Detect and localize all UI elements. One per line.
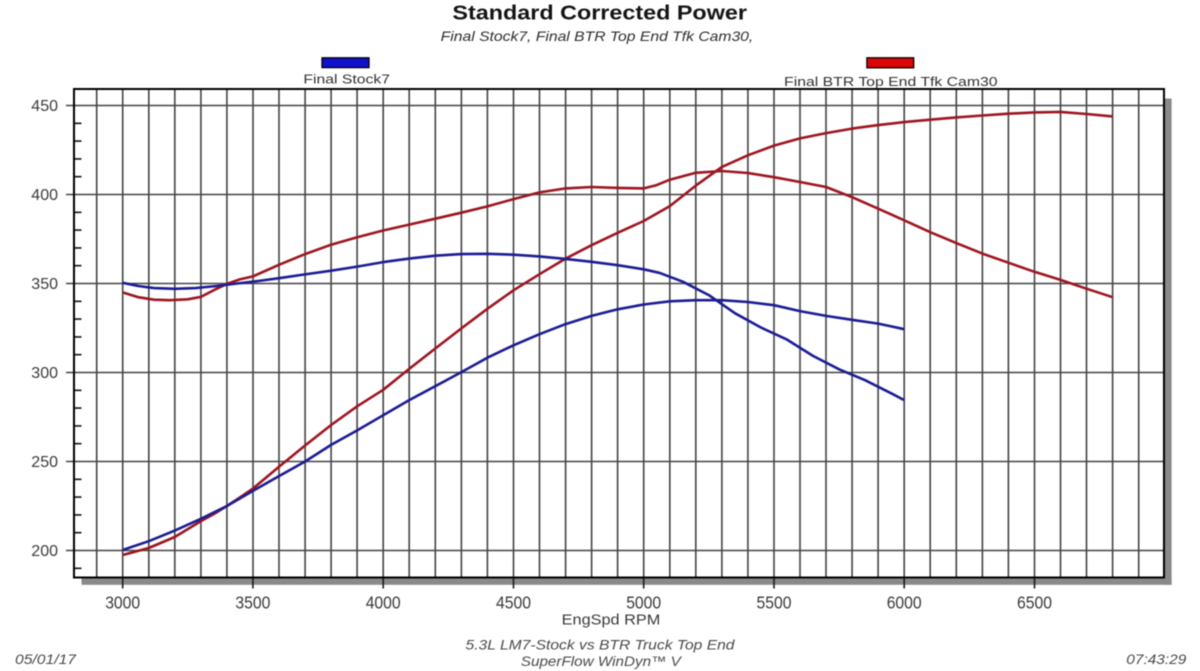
svg-text:Final BTR Top End Tfk Cam30: Final BTR Top End Tfk Cam30 bbox=[784, 75, 998, 89]
svg-text:4500: 4500 bbox=[496, 592, 531, 612]
svg-text:200: 200 bbox=[31, 543, 58, 560]
svg-text:350: 350 bbox=[31, 276, 58, 293]
svg-text:6000: 6000 bbox=[887, 592, 922, 612]
svg-text:3500: 3500 bbox=[235, 592, 270, 612]
svg-text:05/01/17: 05/01/17 bbox=[15, 651, 77, 667]
svg-text:07:43:29: 07:43:29 bbox=[1126, 651, 1186, 667]
svg-text:Standard Corrected Power: Standard Corrected Power bbox=[452, 2, 747, 24]
svg-text:5.3L LM7-Stock vs BTR Truck To: 5.3L LM7-Stock vs BTR Truck Top End bbox=[466, 637, 736, 653]
svg-text:SuperFlow WinDyn™ V: SuperFlow WinDyn™ V bbox=[521, 653, 683, 669]
svg-text:300: 300 bbox=[31, 365, 58, 382]
svg-text:Final Stock7, Final BTR Top En: Final Stock7, Final BTR Top End Tfk Cam3… bbox=[441, 28, 754, 44]
svg-text:3000: 3000 bbox=[105, 592, 140, 612]
svg-text:Final Stock7: Final Stock7 bbox=[303, 73, 390, 87]
svg-text:450: 450 bbox=[31, 98, 58, 115]
svg-text:EngSpd RPM: EngSpd RPM bbox=[562, 611, 661, 628]
svg-text:4000: 4000 bbox=[366, 592, 401, 612]
svg-text:6500: 6500 bbox=[1017, 592, 1052, 612]
svg-text:400: 400 bbox=[31, 187, 58, 204]
svg-text:250: 250 bbox=[31, 454, 58, 471]
svg-text:5000: 5000 bbox=[626, 592, 661, 612]
svg-text:5500: 5500 bbox=[757, 592, 792, 612]
